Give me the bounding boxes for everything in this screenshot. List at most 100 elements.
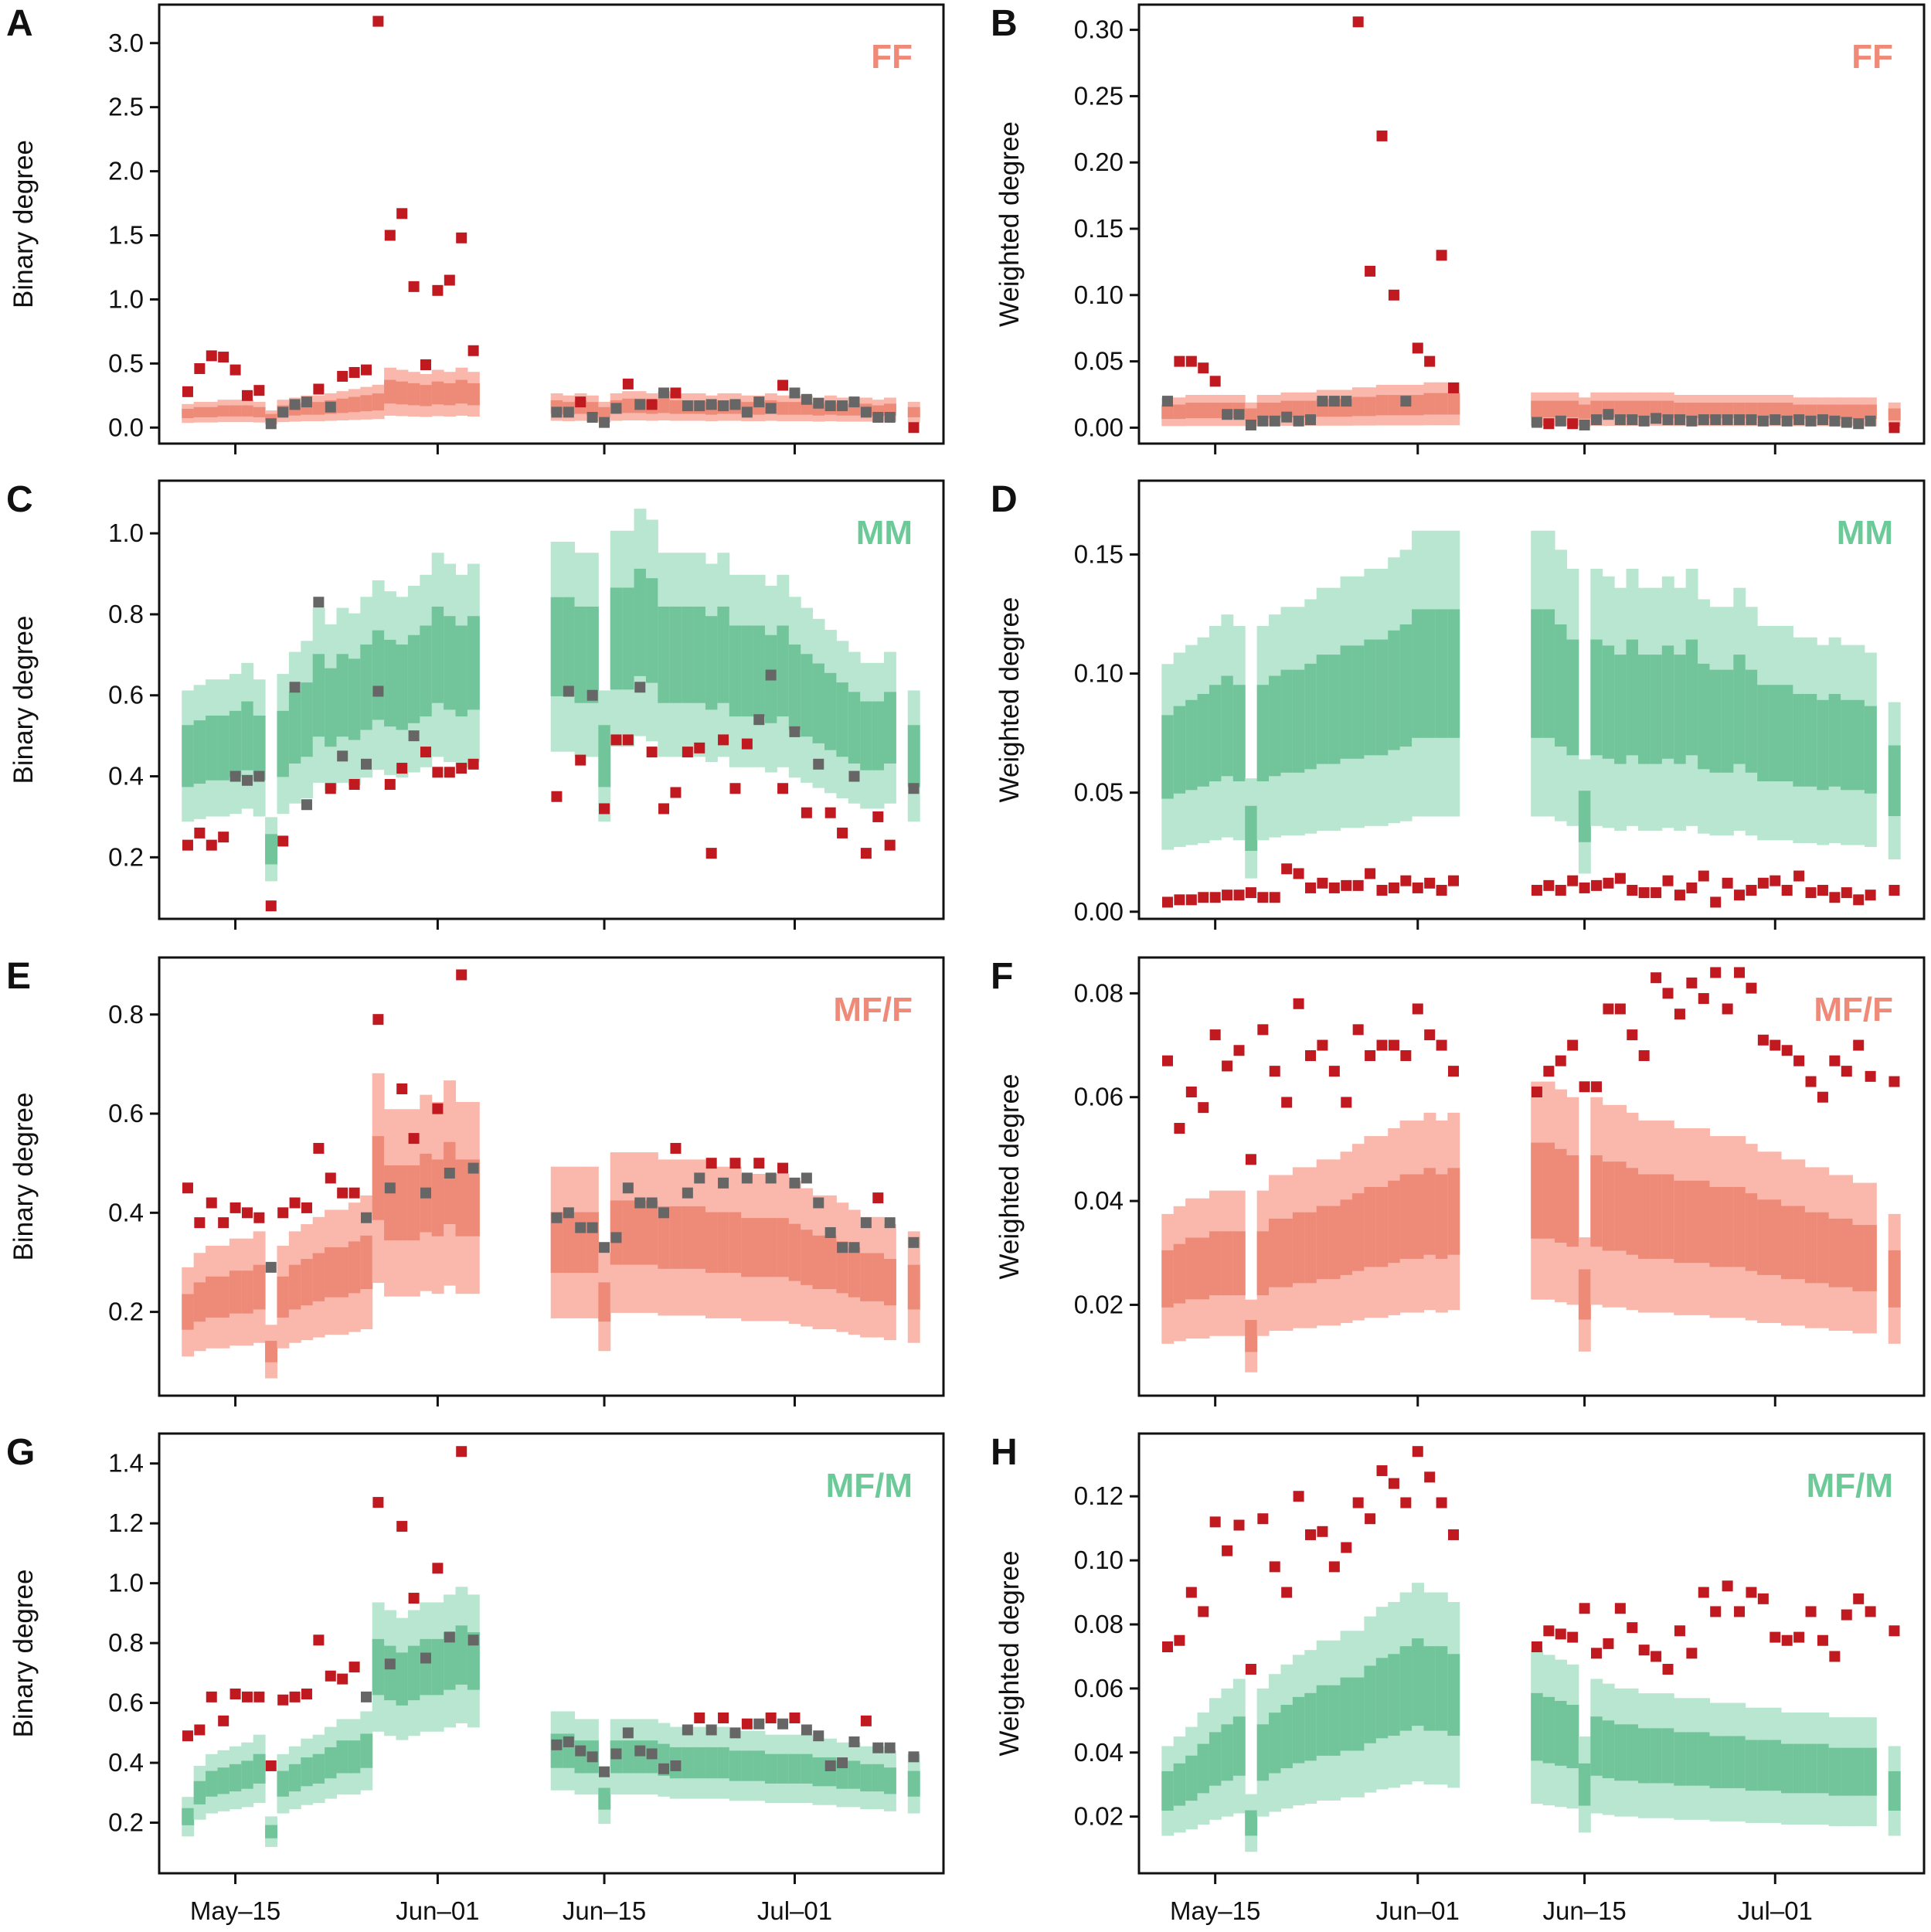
null-band-50 — [265, 1825, 277, 1838]
null-band-50 — [777, 1753, 790, 1784]
observed-point-significant — [408, 1133, 420, 1145]
null-band-50 — [1804, 1212, 1817, 1284]
observed-point-significant — [253, 1691, 265, 1702]
group-label: MF/M — [826, 1467, 913, 1505]
observed-point-significant — [194, 362, 206, 374]
null-band-50 — [206, 1276, 218, 1318]
plot-frame — [1137, 1432, 1926, 1875]
observed-point-significant — [1579, 1603, 1590, 1614]
observed-point-significant — [1341, 1542, 1352, 1553]
observed-point — [1757, 415, 1769, 427]
null-band-50 — [598, 725, 611, 787]
observed-point — [563, 406, 574, 418]
observed-point-significant — [1412, 882, 1423, 893]
null-band-50 — [1232, 685, 1246, 782]
observed-point — [705, 1724, 717, 1736]
null-band-50 — [384, 639, 397, 727]
observed-point-significant — [1257, 1513, 1269, 1525]
null-band-50 — [277, 1770, 290, 1797]
observed-point-significant — [1365, 868, 1376, 879]
null-band-50 — [848, 692, 861, 764]
observed-point-significant — [301, 1688, 312, 1699]
observed-point — [848, 1736, 860, 1747]
null-band-50 — [836, 1241, 849, 1294]
observed-point — [1579, 419, 1590, 430]
observed-point-significant — [1853, 1039, 1865, 1051]
observed-point-significant — [396, 1083, 408, 1094]
observed-point — [658, 1207, 670, 1219]
y-tick-label: 0.2 — [108, 1808, 144, 1837]
observed-point-significant — [753, 1158, 765, 1169]
null-band-50 — [206, 1770, 218, 1797]
null-band-50 — [645, 578, 658, 683]
null-band-50 — [729, 1212, 742, 1274]
null-band-50 — [182, 1294, 195, 1330]
null-band-50 — [1351, 645, 1365, 759]
null-band-50 — [812, 1757, 825, 1787]
observed-point-significant — [1865, 889, 1876, 901]
group-label: MF/F — [1814, 991, 1893, 1029]
null-band-50 — [764, 1753, 777, 1784]
null-band-50 — [1804, 1743, 1817, 1794]
group-label: MM — [856, 514, 913, 552]
null-band-50 — [1269, 675, 1281, 777]
observed-point-significant — [1328, 882, 1340, 893]
null-band-50 — [788, 402, 801, 415]
observed-point-significant — [1770, 875, 1781, 886]
null-band-50 — [444, 1632, 457, 1690]
null-band-50 — [384, 1165, 397, 1240]
null-band-50 — [217, 1767, 230, 1794]
observed-point — [265, 418, 277, 430]
observed-point — [229, 770, 241, 782]
null-band-50 — [1864, 706, 1877, 794]
plot-frame — [1137, 479, 1926, 920]
null-band-50 — [312, 1253, 325, 1301]
null-band-50 — [1780, 685, 1793, 782]
null-band-50 — [396, 381, 409, 405]
observed-point-significant — [1651, 972, 1662, 984]
panel-letter: D — [991, 479, 1018, 520]
observed-point-significant — [289, 1197, 301, 1209]
observed-point — [1233, 409, 1245, 420]
observed-point-significant — [718, 1712, 729, 1723]
null-band-50 — [384, 379, 397, 404]
observed-point — [1293, 415, 1304, 427]
null-band-50 — [1197, 693, 1210, 787]
observed-point-significant — [182, 386, 193, 397]
null-band-50 — [1674, 1732, 1687, 1786]
null-band-50 — [1245, 805, 1258, 852]
observed-point-significant — [1591, 879, 1603, 891]
null-band-50 — [1852, 404, 1865, 420]
observed-point — [801, 393, 812, 405]
null-band-50 — [1555, 1148, 1567, 1243]
observed-point-significant — [313, 383, 325, 395]
null-band-50 — [1602, 1162, 1615, 1251]
observed-point — [1710, 414, 1722, 426]
null-band-50 — [705, 1747, 718, 1779]
null-band-50 — [1698, 663, 1710, 770]
null-band-50 — [1209, 403, 1222, 419]
observed-point-significant — [1269, 892, 1280, 903]
null-band-50 — [1626, 1168, 1639, 1255]
null-band-50 — [1340, 1677, 1353, 1751]
observed-point-significant — [622, 734, 634, 746]
null-band-50 — [860, 1764, 873, 1792]
null-band-50 — [1351, 396, 1365, 417]
observed-point-significant — [670, 787, 682, 798]
null-band-50 — [645, 1200, 658, 1265]
null-band-50 — [1269, 1218, 1281, 1287]
null-band-50 — [1733, 1186, 1746, 1267]
observed-point — [837, 400, 848, 412]
observed-point-significant — [265, 900, 277, 912]
null-band-50 — [407, 383, 420, 406]
observed-point-significant — [1162, 1641, 1174, 1653]
null-band-50 — [1173, 404, 1186, 420]
null-band-50 — [1626, 1724, 1639, 1781]
null-band-50 — [622, 398, 635, 413]
observed-point-significant — [1579, 882, 1590, 893]
observed-point — [837, 1242, 848, 1253]
null-band-50 — [444, 383, 457, 406]
y-tick-label: 0.6 — [108, 681, 144, 709]
observed-point — [837, 1757, 848, 1769]
observed-point-significant — [1448, 875, 1460, 886]
